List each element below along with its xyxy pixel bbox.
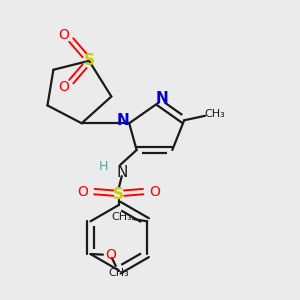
Text: O: O bbox=[150, 184, 160, 199]
Text: CH₃: CH₃ bbox=[204, 109, 225, 119]
Text: O: O bbox=[105, 248, 116, 262]
Text: N: N bbox=[117, 165, 128, 180]
Text: O: O bbox=[77, 184, 88, 199]
Text: S: S bbox=[84, 53, 94, 68]
Text: N: N bbox=[155, 92, 168, 106]
Text: O: O bbox=[58, 80, 69, 94]
Text: H: H bbox=[99, 160, 109, 173]
Text: N: N bbox=[116, 113, 129, 128]
Text: CH₃: CH₃ bbox=[112, 212, 132, 222]
Text: CH₃: CH₃ bbox=[108, 268, 129, 278]
Text: O: O bbox=[58, 28, 69, 42]
Text: S: S bbox=[113, 187, 124, 202]
